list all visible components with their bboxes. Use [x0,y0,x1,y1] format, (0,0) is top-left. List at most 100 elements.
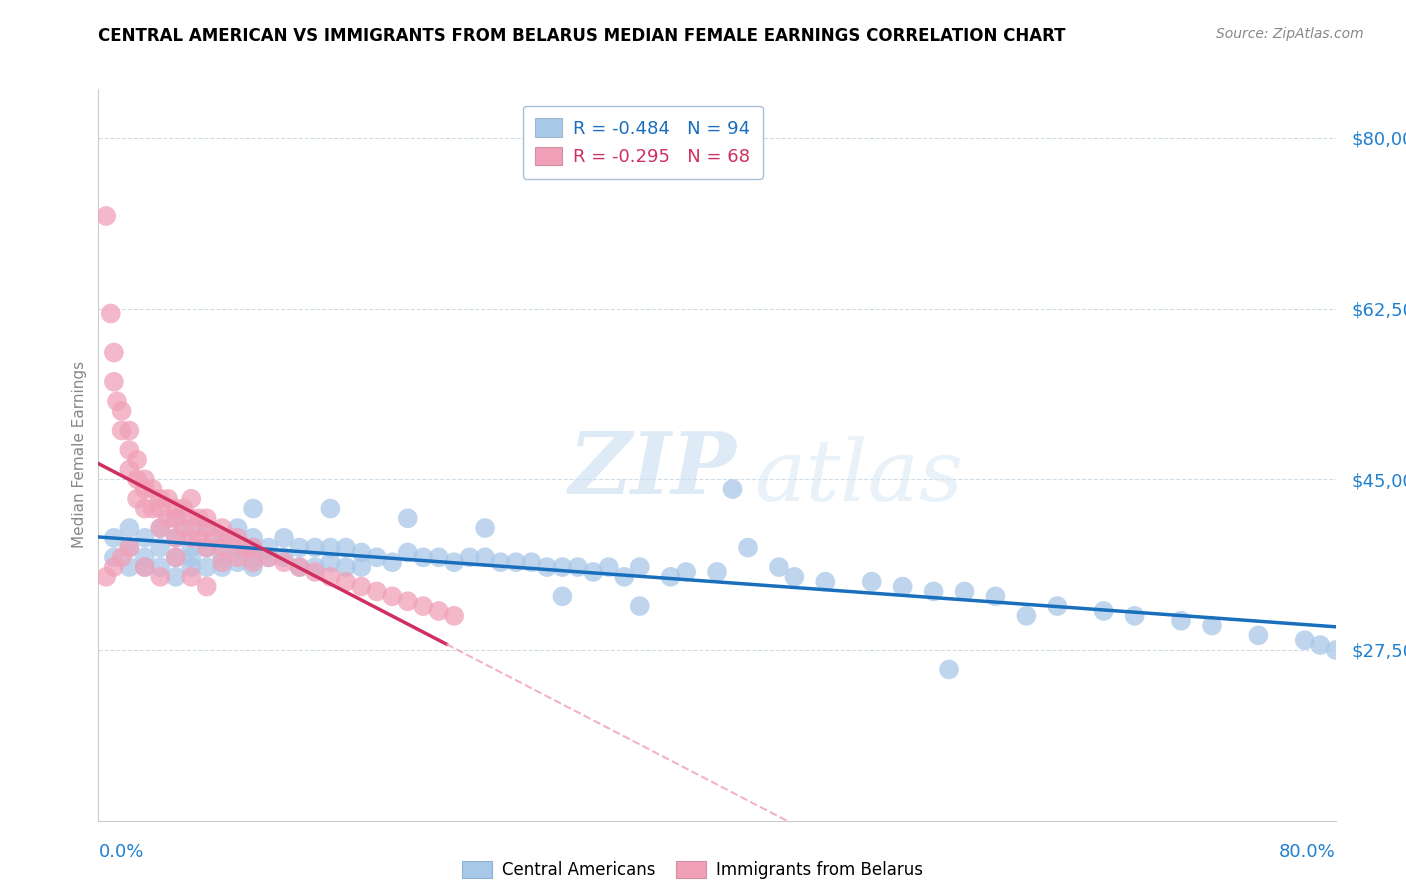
Point [1309,638,1331,652]
Point [381,555,404,569]
Point [195,580,218,594]
Point [103,375,125,389]
Point [195,560,218,574]
Point [149,521,172,535]
Point [195,521,218,535]
Point [412,599,434,613]
Point [195,521,218,535]
Point [165,531,187,545]
Point [783,570,806,584]
Point [1294,633,1316,648]
Point [613,570,636,584]
Point [180,511,202,525]
Point [1092,604,1115,618]
Point [134,560,156,574]
Point [474,521,496,535]
Point [134,482,156,496]
Point [165,550,187,565]
Point [737,541,759,555]
Point [536,560,558,574]
Point [180,550,202,565]
Point [149,570,172,584]
Point [458,550,481,565]
Point [134,472,156,486]
Point [180,521,202,535]
Point [273,555,295,569]
Point [242,501,264,516]
Point [204,531,226,545]
Point [304,565,326,579]
Text: 0.0%: 0.0% [98,843,143,861]
Point [350,580,373,594]
Point [427,550,450,565]
Point [195,541,218,555]
Point [505,555,527,569]
Point [103,345,125,359]
Point [706,565,728,579]
Point [489,555,512,569]
Point [288,541,311,555]
Point [165,501,187,516]
Point [226,555,249,569]
Point [582,565,605,579]
Point [96,570,118,584]
Point [127,472,149,486]
Point [366,550,388,565]
Point [628,560,651,574]
Point [443,608,465,623]
Point [567,560,589,574]
Text: Source: ZipAtlas.com: Source: ZipAtlas.com [1216,27,1364,41]
Point [149,560,172,574]
Point [412,550,434,565]
Point [675,565,697,579]
Point [335,541,357,555]
Point [127,452,149,467]
Point [304,541,326,555]
Point [474,550,496,565]
Point [319,555,342,569]
Point [273,531,295,545]
Point [211,531,233,545]
Point [103,560,125,574]
Text: CENTRAL AMERICAN VS IMMIGRANTS FROM BELARUS MEDIAN FEMALE EARNINGS CORRELATION C: CENTRAL AMERICAN VS IMMIGRANTS FROM BELA… [98,27,1066,45]
Text: 80.0%: 80.0% [1279,843,1336,861]
Point [127,491,149,506]
Point [242,541,264,555]
Point [242,555,264,569]
Point [141,482,165,496]
Point [242,550,264,565]
Point [396,511,419,525]
Point [172,521,194,535]
Point [721,482,744,496]
Point [381,590,404,604]
Text: atlas: atlas [754,435,963,518]
Point [520,555,543,569]
Point [628,599,651,613]
Point [118,424,141,438]
Point [118,560,141,574]
Point [659,570,682,584]
Point [105,394,128,409]
Point [141,501,165,516]
Point [1015,608,1038,623]
Point [953,584,976,599]
Point [165,550,187,565]
Point [149,521,172,535]
Point [134,550,156,565]
Point [768,560,790,574]
Point [814,574,837,589]
Point [273,550,295,565]
Point [118,541,141,555]
Point [427,604,450,618]
Point [211,550,233,565]
Point [195,541,218,555]
Point [288,560,311,574]
Point [226,550,249,565]
Point [118,541,141,555]
Point [257,550,280,565]
Point [211,560,233,574]
Point [219,531,242,545]
Point [180,560,202,574]
Point [180,491,202,506]
Point [233,541,257,555]
